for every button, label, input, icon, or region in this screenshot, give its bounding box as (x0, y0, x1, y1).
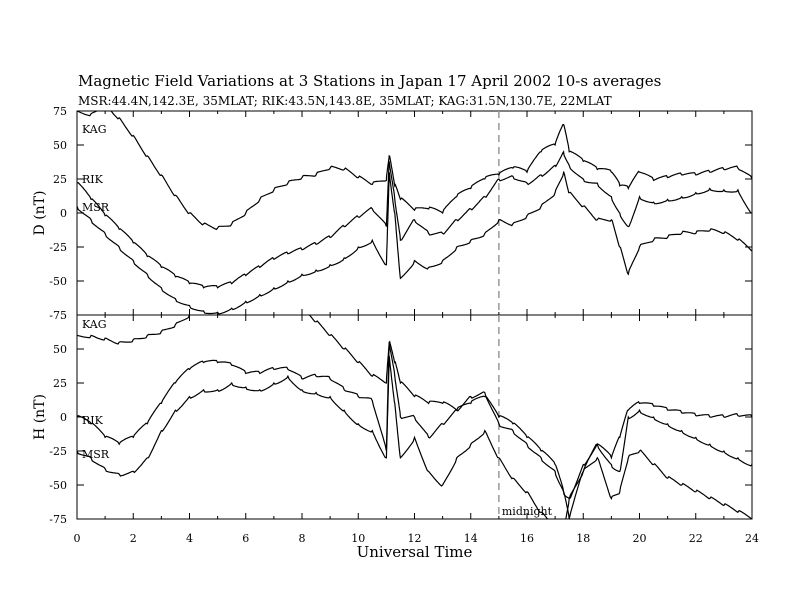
chart-title: Magnetic Field Variations at 3 Stations … (78, 72, 662, 90)
y-tick-label: 0 (60, 411, 67, 424)
midnight-annotation: midnight (502, 505, 553, 518)
x-tick-label: 12 (408, 532, 422, 545)
x-tick-label: 24 (745, 532, 759, 545)
y-tick-label: 75 (53, 105, 67, 118)
station-label-msr: MSR (82, 201, 110, 214)
y-axis-label: H (nT) (32, 394, 48, 440)
y-tick-label: -25 (49, 241, 67, 254)
x-tick-label: 22 (689, 532, 703, 545)
y-tick-label: -75 (49, 513, 67, 526)
y-tick-label: 25 (53, 173, 67, 186)
x-tick-label: 4 (186, 532, 193, 545)
chart-subtitle: MSR:44.4N,142.3E, 35MLAT; RIK:43.5N,143.… (78, 94, 612, 108)
y-tick-label: 25 (53, 377, 67, 390)
x-tick-label: 6 (242, 532, 249, 545)
station-label-kag: KAG (82, 123, 107, 136)
y-tick-label: 50 (53, 139, 67, 152)
series-line-rik (77, 342, 752, 500)
y-tick-label: -50 (49, 275, 67, 288)
x-tick-label: 10 (351, 532, 365, 545)
y-tick-label: -75 (49, 309, 67, 322)
station-label-rik: RIK (82, 414, 104, 427)
d-panel: 75 50 25 0 -25 -50 -75 D (nT) KAG RIK MSR (32, 105, 753, 322)
series-line-kag (77, 111, 752, 231)
x-tick-label: 0 (74, 532, 81, 545)
series-line-rik (77, 150, 752, 289)
x-tick-label: 20 (633, 532, 647, 545)
x-axis-label: Universal Time (357, 543, 473, 561)
station-label-rik: RIK (82, 173, 104, 186)
x-tick-label: 14 (464, 532, 478, 545)
x-tick-label: 2 (130, 532, 137, 545)
y-tick-label: 0 (60, 207, 67, 220)
y-tick-label: -25 (49, 445, 67, 458)
station-label-msr: MSR (82, 448, 110, 461)
series-line-msr (77, 355, 752, 519)
series-line-msr (77, 170, 752, 315)
plot-frame (76, 110, 753, 316)
x-tick-label: 8 (299, 532, 306, 545)
x-tick-label: 16 (520, 532, 534, 545)
y-tick-label: -50 (49, 479, 67, 492)
series-line-kag (77, 315, 752, 519)
station-label-kag: KAG (82, 318, 107, 331)
y-tick-label: 50 (53, 343, 67, 356)
x-tick-label: 18 (576, 532, 590, 545)
y-axis-label: D (nT) (32, 191, 48, 236)
